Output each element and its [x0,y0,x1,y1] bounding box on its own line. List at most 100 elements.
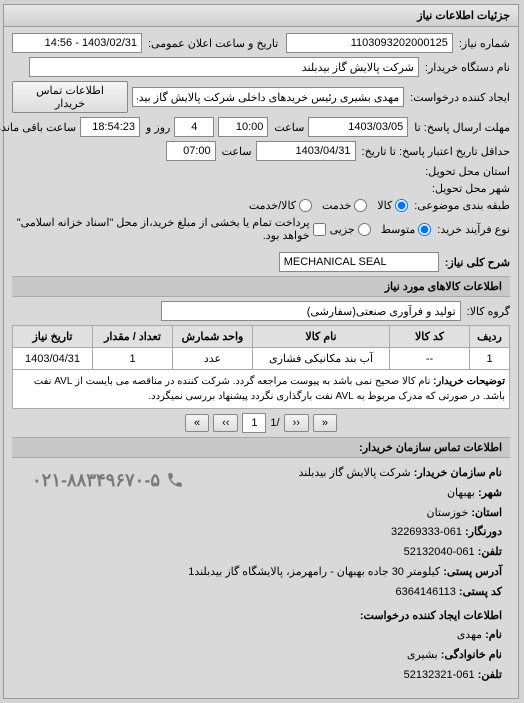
pub-date-field[interactable] [13,33,143,53]
c-postal-label: کد پستی: [460,586,503,598]
row-city: شهر محل تحویل: [13,182,511,195]
c-name: مهدی [458,629,483,641]
row-requester: ایجاد کننده درخواست: اطلاعات تماس خریدار [13,81,511,113]
td-unit: عدد [174,348,254,370]
cat-kala-radio[interactable] [396,199,409,212]
table-header-row: ردیف کد کالا نام کالا واحد شمارش تعداد /… [14,326,511,348]
row-category: طبقه بندی موضوعی: کالا خدمت کالا/خدمت [13,199,511,212]
c-org: شرکت پالایش گاز بیدبلند [300,467,412,479]
requester-label: ایجاد کننده درخواست: [409,91,511,104]
cat-khedmat-radio[interactable] [355,199,368,212]
cat-both-radio[interactable] [300,199,313,212]
remain-label: ساعت باقی مانده [0,121,77,134]
pager-next-button[interactable]: ›› [214,414,239,432]
group-label: گروه کالا: [466,305,511,318]
group-field[interactable] [162,301,462,321]
td-row: 1 [471,348,511,370]
c-postal: 6364146113 [396,586,456,598]
c-city-label: شهر: [479,487,503,499]
deadline-label: مهلت ارسال پاسخ: تا [413,121,511,134]
c-phone-label: تلفن: [479,546,503,558]
req-no-label: شماره نیاز: [458,37,511,50]
row-deadline: مهلت ارسال پاسخ: تا ساعت روز و ساعت باقی… [13,117,511,137]
province-label: استان محل تحویل: [424,165,511,178]
proc-note-checkbox[interactable] [314,223,327,236]
c-address-label: آدرس پستی: [444,566,503,578]
proc-med-label: متوسط [382,223,417,236]
c-city: بهبهان [448,487,476,499]
deadline-date-field[interactable] [309,117,409,137]
th-date: تاریخ نیاز [14,326,94,348]
td-code: -- [391,348,471,370]
valid-until-date-field[interactable] [257,141,357,161]
th-unit: واحد شمارش [174,326,254,348]
contact-buyer-button[interactable]: اطلاعات تماس خریدار [13,81,129,113]
deadline-time-field[interactable] [219,117,269,137]
main-panel: جزئیات اطلاعات نیاز شماره نیاز: تاریخ و … [4,4,520,699]
valid-until-label: حداقل تاریخ اعتبار پاسخ: تا تاریخ: [361,145,511,158]
cat-khedmat[interactable]: خدمت [323,199,368,212]
valid-until-time-field[interactable] [167,141,217,161]
pager-pages: /1 [271,417,280,429]
cat-kala[interactable]: کالا [378,199,409,212]
pager-first-button[interactable]: « [314,414,338,432]
row-process: نوع فرآیند خرید: متوسط جزیی پرداخت تمام … [13,216,511,242]
pager-last-button[interactable]: » [186,414,210,432]
goods-section-title: اطلاعات کالاهای مورد نیاز [13,276,511,297]
td-qty: 1 [94,348,174,370]
c-phone: 061-52132040 [405,546,476,558]
proc-med[interactable]: متوسط [382,223,433,236]
c-address: کیلومتر 30 جاده بهبهان - رامهرمز، پالایش… [189,566,441,578]
td-date: 1403/04/31 [14,348,94,370]
row-need-title: شرح کلی نیاز: [13,252,511,272]
c-fax-label: دورنگار: [466,526,503,538]
buyer-org-label: نام دستگاه خریدار: [424,61,511,74]
requester-field[interactable] [133,87,405,107]
contact-block: ۰۲۱-۸۸۳۴۹۶۷۰-۵ نام سازمان خریدار: شرکت پ… [13,458,511,692]
th-row: ردیف [471,326,511,348]
process-label: نوع فرآیند خرید: [436,223,511,236]
th-name: نام کالا [254,326,391,348]
c-org-label: نام سازمان خریدار: [415,467,503,479]
pager: « ‹‹ /1 ›› » [13,413,511,433]
need-title-field[interactable] [280,252,440,272]
row-valid-until: حداقل تاریخ اعتبار پاسخ: تا تاریخ: ساعت [13,141,511,161]
big-phone: ۰۲۱-۸۸۳۴۹۶۷۰-۵ [33,464,185,496]
proc-small-radio[interactable] [359,223,372,236]
proc-note-check[interactable]: پرداخت تمام یا بخشی از مبلغ خرید،از محل … [13,216,327,242]
pub-date-label: تاریخ و ساعت اعلان عمومی: [147,37,279,50]
panel-body: شماره نیاز: تاریخ و ساعت اعلان عمومی: نا… [5,27,519,698]
note-label: توضیحات خریدار: [434,376,506,387]
req-no-field[interactable] [287,33,453,53]
days-left-field[interactable] [175,117,215,137]
contact-section-title: اطلاعات تماس سازمان خریدار: [13,437,511,458]
big-phone-number: ۰۲۱-۸۸۳۴۹۶۷۰-۵ [33,464,161,496]
proc-small[interactable]: جزیی [331,223,372,236]
pager-input[interactable] [243,413,267,433]
remain-time-field[interactable] [81,117,141,137]
panel-title: جزئیات اطلاعات نیاز [5,5,519,27]
buyer-org-field[interactable] [30,57,420,77]
goods-table: ردیف کد کالا نام کالا واحد شمارش تعداد /… [13,325,511,409]
cat-both[interactable]: کالا/خدمت [250,199,313,212]
row-req-no: شماره نیاز: تاریخ و ساعت اعلان عمومی: [13,33,511,53]
pager-prev-button[interactable]: ‹‹ [285,414,310,432]
c-rphone-label: تلفن: [479,669,503,681]
time-label-1: ساعت [273,121,305,134]
category-label: طبقه بندی موضوعی: [413,199,511,212]
cat-khedmat-label: خدمت [323,199,352,212]
table-row[interactable]: 1 -- آب بند مکانیکی فشاری عدد 1 1403/04/… [14,348,511,370]
c-lname-label: نام خانوادگی: [442,649,503,661]
cat-kala-label: کالا [378,199,393,212]
cat-both-label: کالا/خدمت [250,199,297,212]
proc-note-text: پرداخت تمام یا بخشی از مبلغ خرید،از محل … [13,216,311,242]
c-province-label: استان: [472,507,503,519]
requester-section-title: اطلاعات ایجاد کننده درخواست: [21,607,503,627]
c-province: خوزستان [427,507,469,519]
c-fax: 061-32269333 [392,526,463,538]
row-group: گروه کالا: [13,301,511,321]
need-title-label: شرح کلی نیاز: [444,256,511,269]
proc-med-radio[interactable] [419,223,432,236]
time-label-2: ساعت [221,145,253,158]
c-rphone: 061-52132321 [405,669,476,681]
